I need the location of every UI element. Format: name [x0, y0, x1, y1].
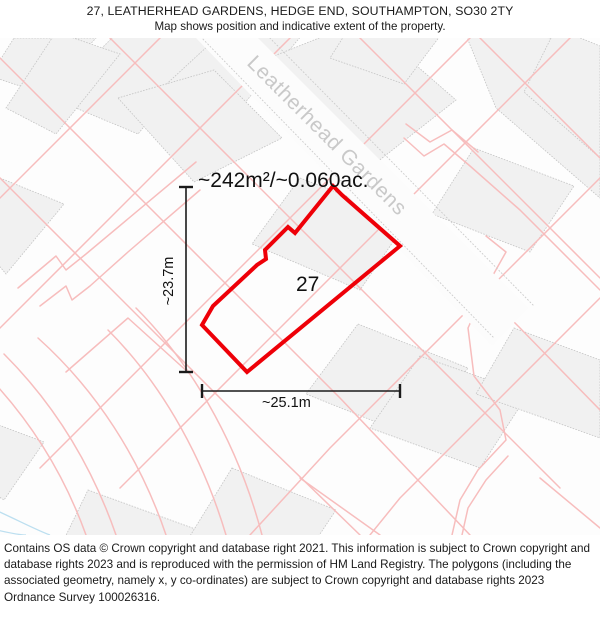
- parcel-line: [119, 38, 572, 489]
- parcel-line: [478, 38, 600, 159]
- parcel-line: [403, 137, 600, 291]
- map-canvas[interactable]: Leatherhead Gardens: [0, 38, 600, 535]
- parcel-line: [0, 38, 162, 200]
- parcel-line: [39, 189, 201, 307]
- building-footprints: [0, 38, 600, 535]
- copyright-notice: Contains OS data © Crown copyright and d…: [4, 542, 590, 604]
- building-footprint: [523, 38, 600, 159]
- map-header: 27, LEATHERHEAD GARDENS, HEDGE END, SOUT…: [0, 0, 600, 38]
- road-corridor: [196, 38, 535, 346]
- building-footprint: [117, 69, 283, 183]
- property-address-title: 27, LEATHERHEAD GARDENS, HEDGE END, SOUT…: [86, 4, 514, 18]
- parcel-line: [17, 161, 197, 289]
- building-footprint: [190, 467, 337, 535]
- parcel-line: [39, 38, 472, 469]
- building-footprint: [5, 38, 121, 135]
- road-curve: [0, 388, 87, 535]
- parcel-line: [405, 123, 479, 153]
- parcel-line: [539, 477, 600, 529]
- parcel-boundary-lines: [0, 38, 600, 535]
- building-footprint: [475, 327, 600, 439]
- parcel-line: [299, 477, 381, 535]
- building-footprint: [0, 177, 65, 275]
- road-curve: [135, 307, 263, 535]
- map-caption: Map shows position and indicative extent…: [154, 20, 446, 33]
- watercourse: [0, 511, 51, 535]
- parcel-line: [358, 38, 600, 279]
- water-line: [0, 511, 51, 535]
- parcel-line: [249, 177, 600, 535]
- road-curve: [3, 353, 117, 535]
- building-footprint: [431, 147, 575, 253]
- road-curve: [37, 337, 167, 535]
- dimension-indicators: [179, 185, 402, 398]
- parcel-line: [65, 317, 191, 375]
- cul-de-sac-curve: [461, 455, 509, 535]
- building-footprint: [65, 489, 199, 535]
- parcel-line: [0, 56, 471, 535]
- building-footprint: [0, 425, 45, 501]
- water-line: [0, 530, 27, 535]
- property-boundary-polygon[interactable]: [199, 183, 404, 375]
- road-edge: [269, 38, 535, 307]
- parcel-line: [369, 297, 600, 535]
- map-footer: Contains OS data © Crown copyright and d…: [0, 537, 600, 625]
- road-surface: [196, 38, 528, 346]
- road-curve: [107, 329, 227, 535]
- road-edge: [201, 38, 495, 339]
- building-footprint: [329, 38, 439, 85]
